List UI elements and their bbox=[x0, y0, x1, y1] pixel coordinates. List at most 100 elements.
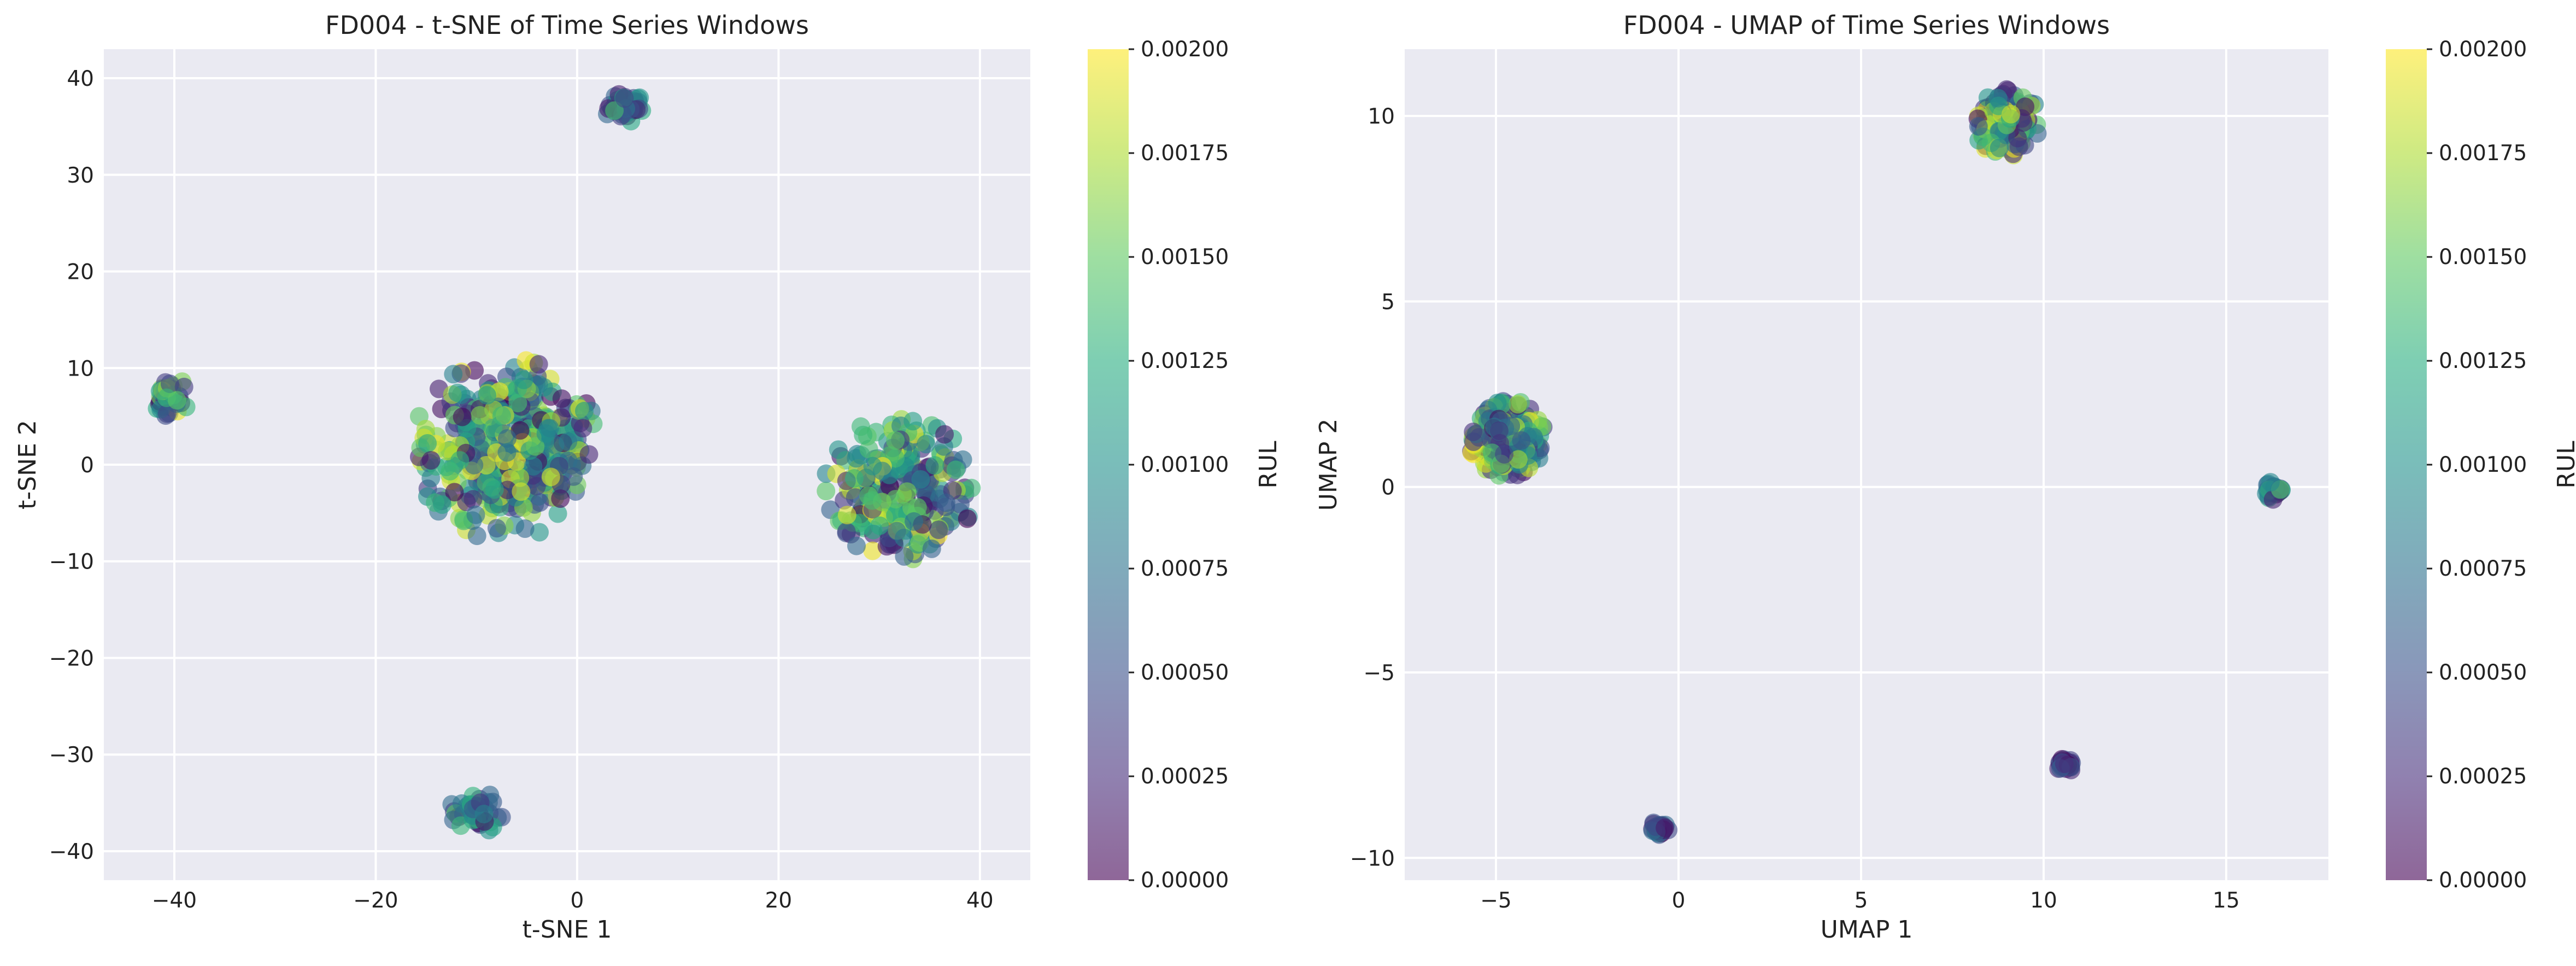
colorbar-tick-label: 0.00100 bbox=[2439, 453, 2527, 477]
scatter-point bbox=[829, 440, 848, 459]
y-axis-label: t-SNE 2 bbox=[14, 420, 42, 510]
scatter-point bbox=[474, 805, 494, 823]
y-axis-label: UMAP 2 bbox=[1315, 419, 1342, 511]
scatter-point bbox=[1656, 818, 1675, 838]
colorbar-tick-label: 0.00000 bbox=[1141, 868, 1229, 893]
scatter-point bbox=[498, 429, 517, 448]
scatter-point bbox=[917, 435, 936, 454]
y-tick-label: 20 bbox=[67, 260, 94, 285]
scatter-point bbox=[485, 480, 504, 499]
colorbar-tick-label: 0.00075 bbox=[2439, 557, 2527, 581]
x-tick-label: 20 bbox=[765, 888, 793, 913]
plot-area bbox=[1405, 49, 2328, 880]
scatter-point bbox=[497, 443, 517, 462]
chart-title: FD004 - UMAP of Time Series Windows bbox=[1623, 10, 2110, 40]
x-tick-label: 0 bbox=[571, 888, 584, 913]
y-tick-label: −10 bbox=[49, 550, 94, 575]
y-tick-label: 30 bbox=[67, 163, 94, 188]
scatter-point bbox=[551, 489, 570, 508]
scatter-point bbox=[615, 89, 634, 108]
scatter-points bbox=[1462, 80, 2291, 844]
scatter-point bbox=[564, 467, 583, 486]
scatter-point bbox=[573, 419, 592, 438]
y-tick-label: −20 bbox=[49, 646, 94, 671]
scatter-point bbox=[441, 461, 460, 481]
scatter-point bbox=[962, 478, 981, 497]
scatter-point bbox=[844, 469, 864, 488]
scatter-point bbox=[908, 498, 927, 517]
scatter-point bbox=[1509, 450, 1528, 469]
colorbar-tick-label: 0.00175 bbox=[1141, 141, 1229, 166]
colorbar-tick-label: 0.00050 bbox=[2439, 660, 2527, 685]
scatter-point bbox=[886, 431, 905, 450]
scatter-point bbox=[444, 365, 463, 384]
scatter-point bbox=[160, 374, 179, 394]
scatter-point bbox=[2261, 473, 2280, 492]
scatter-point bbox=[467, 526, 486, 546]
scatter-point bbox=[1988, 89, 2008, 108]
y-tick-label: 40 bbox=[67, 67, 94, 91]
scatter-point bbox=[935, 425, 954, 444]
x-tick-label: 5 bbox=[1855, 888, 1868, 913]
x-tick-label: 15 bbox=[2213, 888, 2240, 913]
colorbar: 0.00000 0.00025 0.00050 0.00075 0.00100 0.001… bbox=[2386, 37, 2576, 893]
scatter-point bbox=[946, 460, 965, 479]
scatter-point bbox=[2009, 137, 2028, 156]
scatter-point bbox=[526, 437, 545, 456]
scatter-point bbox=[487, 519, 506, 538]
scatter-point bbox=[897, 482, 917, 501]
tsne-panel: −40 −20 0 20 40 −40 −30 −20 −10 0 10 20 30 40 FD004 - … bbox=[14, 10, 1282, 944]
colorbar-tick-label: 0.00200 bbox=[2439, 37, 2527, 62]
scatter-point bbox=[1495, 444, 1513, 464]
scatter-point bbox=[515, 519, 535, 538]
colorbar-tick-label: 0.00200 bbox=[1141, 37, 1229, 62]
y-tick-label: −30 bbox=[49, 743, 94, 768]
x-axis-label: t-SNE 1 bbox=[523, 916, 612, 944]
scatter-point bbox=[524, 457, 543, 476]
scatter-point bbox=[529, 355, 548, 374]
y-tick-label: −5 bbox=[1364, 661, 1395, 686]
scatter-point bbox=[1969, 117, 1988, 136]
x-tick-label: −5 bbox=[1480, 888, 1512, 913]
colorbar-tick-label: 0.00000 bbox=[2439, 868, 2527, 893]
scatter-point bbox=[837, 522, 856, 541]
scatter-point bbox=[498, 481, 517, 500]
scatter-point bbox=[453, 407, 472, 426]
scatter-point bbox=[421, 451, 441, 470]
scatter-point bbox=[559, 432, 578, 451]
colorbar-tick-label: 0.00125 bbox=[2439, 349, 2527, 373]
scatter-point bbox=[514, 370, 533, 389]
scatter-point bbox=[863, 541, 882, 560]
scatter-point bbox=[929, 520, 948, 540]
scatter-point bbox=[471, 406, 489, 425]
y-tick-label: −10 bbox=[1350, 846, 1395, 871]
y-tick-label: 10 bbox=[67, 356, 94, 381]
scatter-point bbox=[1488, 394, 1507, 413]
x-tick-label: 0 bbox=[1672, 888, 1686, 913]
scatter-point bbox=[552, 389, 571, 408]
colorbar-tick-label: 0.00125 bbox=[1141, 349, 1229, 373]
scatter-point bbox=[508, 394, 527, 413]
umap-panel: −5 0 5 10 15 −10 −5 0 5 10 FD004 - UMAP of Time Se… bbox=[1315, 10, 2576, 944]
scatter-point bbox=[854, 425, 873, 444]
scatter-point bbox=[492, 406, 511, 425]
scatter-point bbox=[863, 491, 882, 510]
colorbar-gradient bbox=[1088, 49, 1129, 880]
scatter-point bbox=[895, 547, 914, 566]
x-tick-label: −40 bbox=[152, 888, 197, 913]
colorbar-tick-label: 0.00100 bbox=[1141, 453, 1229, 477]
scatter-point bbox=[466, 505, 485, 524]
scatter-point bbox=[541, 467, 560, 487]
scatter-point bbox=[859, 440, 878, 459]
colorbar-tick-label: 0.00025 bbox=[1141, 764, 1229, 789]
scatter-point bbox=[951, 495, 970, 514]
scatter-point bbox=[438, 442, 457, 460]
scatter-point bbox=[157, 404, 177, 423]
scatter-point bbox=[548, 504, 567, 523]
colorbar-tick-label: 0.00025 bbox=[2439, 764, 2527, 789]
y-tick-label: 5 bbox=[1381, 290, 1395, 314]
scatter-point bbox=[863, 456, 882, 476]
scatter-point bbox=[817, 482, 836, 501]
colorbar-tick-label: 0.00150 bbox=[2439, 245, 2527, 270]
